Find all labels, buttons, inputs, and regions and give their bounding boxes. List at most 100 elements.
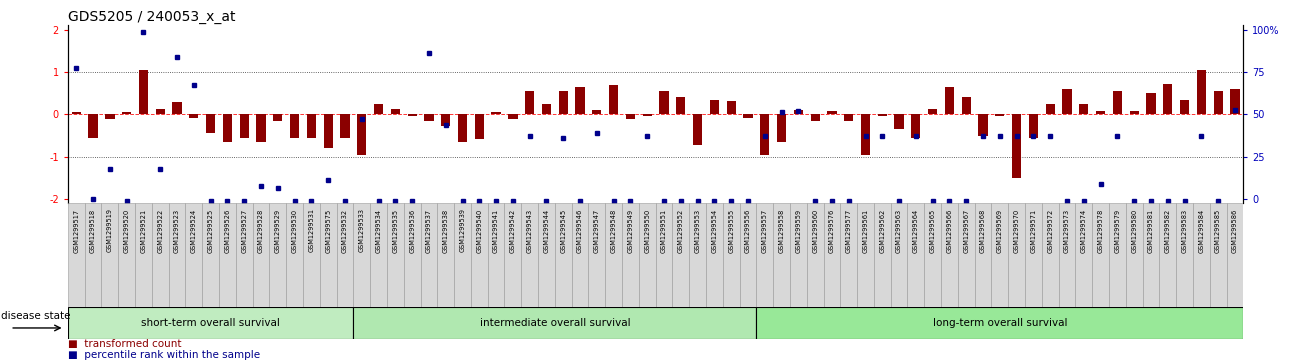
Bar [474, 114, 485, 139]
Bar [878, 114, 887, 117]
Text: GSM1299559: GSM1299559 [795, 208, 802, 253]
Bar [236, 203, 252, 307]
Bar [555, 203, 572, 307]
Text: GSM1299554: GSM1299554 [712, 208, 717, 253]
Text: GSM1299534: GSM1299534 [376, 208, 381, 253]
Bar [239, 114, 249, 138]
Bar [589, 203, 605, 307]
Bar [1213, 91, 1222, 114]
Bar [656, 203, 673, 307]
Bar [121, 112, 132, 114]
Bar [857, 203, 874, 307]
Bar [89, 114, 98, 138]
Text: GSM1299555: GSM1299555 [729, 208, 734, 253]
Bar [106, 114, 115, 119]
Text: GSM1299583: GSM1299583 [1182, 208, 1187, 253]
Bar [202, 203, 219, 307]
Bar [407, 114, 417, 117]
Bar [690, 203, 707, 307]
Bar [1226, 203, 1243, 307]
Bar [256, 114, 265, 142]
Text: GSM1299544: GSM1299544 [543, 208, 550, 253]
Bar [1130, 111, 1139, 114]
Text: GSM1299562: GSM1299562 [879, 208, 885, 253]
Text: GSM1299556: GSM1299556 [744, 208, 751, 253]
Bar [605, 203, 622, 307]
Text: GSM1299568: GSM1299568 [980, 208, 986, 253]
Bar [1042, 203, 1059, 307]
Bar [341, 114, 350, 138]
Bar [1062, 89, 1072, 114]
Bar [639, 203, 656, 307]
Bar [592, 110, 602, 114]
Bar [189, 114, 199, 118]
Text: GSM1299586: GSM1299586 [1232, 208, 1238, 253]
Bar [743, 114, 752, 118]
Bar [677, 97, 686, 114]
Bar [438, 203, 454, 307]
Bar [559, 91, 568, 114]
Text: GSM1299521: GSM1299521 [141, 208, 146, 253]
Bar [357, 114, 367, 155]
Text: GSM1299573: GSM1299573 [1064, 208, 1070, 253]
Bar [1075, 203, 1092, 307]
Text: GSM1299536: GSM1299536 [409, 208, 415, 253]
Text: GSM1299560: GSM1299560 [812, 208, 818, 253]
Text: GSM1299549: GSM1299549 [627, 208, 633, 253]
Text: GSM1299582: GSM1299582 [1165, 208, 1170, 253]
Bar [1079, 104, 1088, 114]
Bar [1209, 203, 1226, 307]
Text: GSM1299533: GSM1299533 [359, 208, 364, 252]
Text: GSM1299547: GSM1299547 [594, 208, 599, 253]
Bar [827, 111, 837, 114]
Text: GSM1299569: GSM1299569 [996, 208, 1003, 253]
Bar [756, 203, 773, 307]
Bar [957, 203, 974, 307]
Bar [991, 203, 1008, 307]
Text: GSM1299523: GSM1299523 [174, 208, 180, 253]
Text: GSM1299518: GSM1299518 [90, 208, 97, 253]
Bar [912, 114, 921, 138]
Bar [891, 203, 908, 307]
Bar [807, 203, 824, 307]
Bar [576, 87, 585, 114]
Text: GSM1299520: GSM1299520 [124, 208, 129, 253]
Text: GSM1299580: GSM1299580 [1131, 208, 1138, 253]
Bar [726, 101, 735, 114]
Bar [290, 114, 299, 138]
Text: GSM1299517: GSM1299517 [73, 208, 80, 253]
Text: long-term overall survival: long-term overall survival [932, 318, 1067, 328]
Bar [354, 307, 756, 339]
Bar [944, 87, 955, 114]
Bar [1046, 104, 1055, 114]
Text: GSM1299565: GSM1299565 [930, 208, 935, 253]
Text: GSM1299578: GSM1299578 [1097, 208, 1104, 253]
Text: GSM1299563: GSM1299563 [896, 208, 902, 253]
Bar [722, 203, 739, 307]
Bar [777, 114, 786, 142]
Bar [1109, 203, 1126, 307]
Text: short-term overall survival: short-term overall survival [141, 318, 279, 328]
Bar [790, 203, 807, 307]
Text: GSM1299584: GSM1299584 [1199, 208, 1204, 253]
Text: GSM1299537: GSM1299537 [426, 208, 432, 253]
Bar [709, 99, 720, 114]
Bar [1160, 203, 1177, 307]
Bar [1164, 84, 1173, 114]
Bar [1029, 114, 1038, 138]
Bar [1008, 203, 1025, 307]
Bar [1177, 203, 1192, 307]
Bar [622, 203, 639, 307]
Text: disease state: disease state [1, 311, 71, 321]
Text: GSM1299548: GSM1299548 [611, 208, 616, 253]
Bar [135, 203, 151, 307]
Bar [756, 307, 1243, 339]
Bar [925, 203, 942, 307]
Bar [861, 114, 870, 155]
Bar [219, 203, 236, 307]
Text: GSM1299567: GSM1299567 [964, 208, 969, 253]
Bar [390, 109, 400, 114]
Bar [1096, 111, 1105, 114]
Bar [1143, 203, 1160, 307]
Text: GSM1299519: GSM1299519 [107, 208, 112, 252]
